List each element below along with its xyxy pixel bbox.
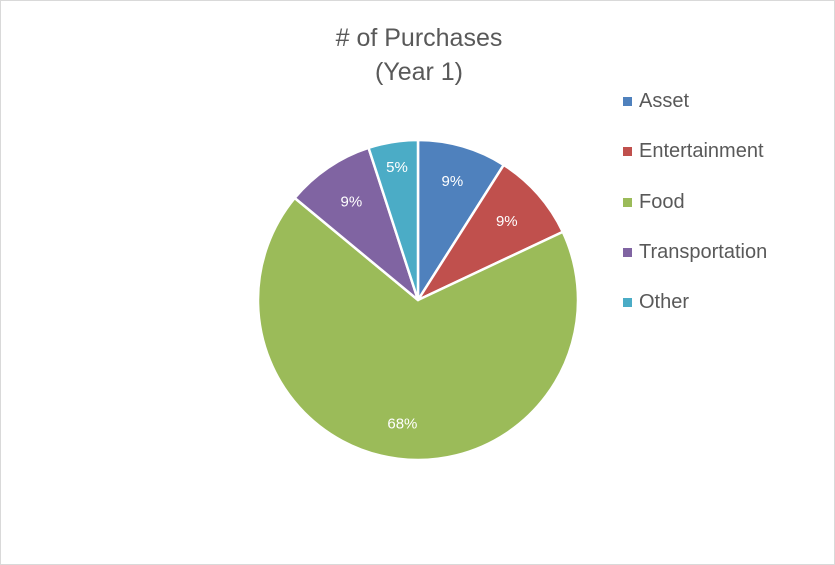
chart-title: # of Purchases (Year 1) [219,21,619,89]
legend-swatch [623,197,632,207]
pie-slice-transportation[interactable] [293,146,420,302]
data-label-food: 68% [387,415,417,432]
pie-slice-asset[interactable] [416,138,505,302]
chart-title-sub: (Year 1) [374,58,463,86]
legend-label: Food [639,190,685,213]
legend-label: Asset [639,90,690,112]
legend-label: Transportation [639,240,768,263]
data-label-asset: 9% [442,173,464,190]
chart-title-main: # of Purchases [335,24,503,52]
data-label-transportation: 9% [341,194,363,211]
legend-label: Other [639,291,690,314]
pie-slice-other[interactable] [367,138,420,302]
data-label-other: 5% [386,159,408,176]
pie-slice-entertainment[interactable] [416,163,565,302]
legend-swatch [623,298,632,308]
legend-label: Entertainment [639,140,764,163]
legend-swatch [623,247,632,257]
data-label-entertainment: 9% [496,213,518,230]
legend-swatch [623,97,632,106]
pie-slice-food[interactable] [256,196,580,462]
legend-swatch [623,147,632,157]
